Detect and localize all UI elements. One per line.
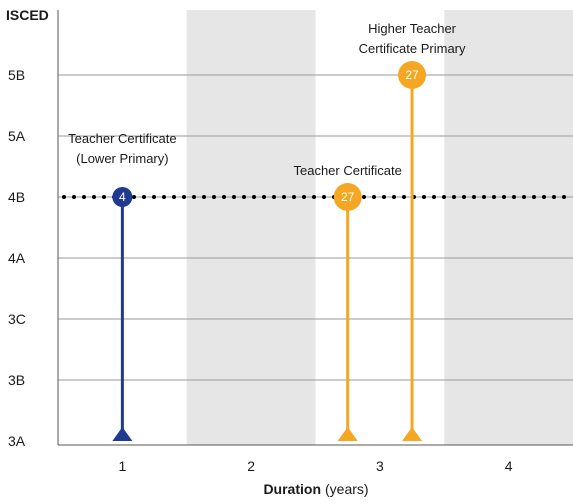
y-tick-label-3A: 3A	[8, 433, 26, 449]
shaded-band-2	[444, 10, 573, 445]
data-label-3: 27	[405, 68, 419, 82]
x-tick-label-4: 4	[505, 458, 513, 474]
gridlines	[58, 74, 573, 381]
annotation-2-line-1: Teacher Certificate	[293, 163, 401, 178]
annotation-1-line-1: Teacher Certificate	[68, 131, 176, 146]
annotation-1-line-2: (Lower Primary)	[76, 151, 168, 166]
x-tick-label-2: 2	[247, 458, 255, 474]
series-layer: 4 Teacher Certificate (Lower Primary) 27 Tea…	[68, 21, 466, 441]
x-tick-label-3: 3	[376, 458, 384, 474]
data-label-1: 4	[119, 190, 126, 204]
annotation-3-line-2: Certificate Primary	[359, 41, 466, 56]
x-axis-title-unit: (years)	[325, 481, 369, 497]
y-tick-label-5A: 5A	[8, 128, 26, 144]
marker-2	[333, 183, 362, 211]
y-tick-label-3B: 3B	[8, 372, 25, 388]
y-axis-title: ISCED	[6, 7, 49, 23]
y-tick-label-3C: 3C	[8, 311, 26, 327]
axes	[57, 10, 573, 446]
data-label-2: 27	[341, 190, 355, 204]
y-tick-label-4B: 4B	[8, 189, 25, 205]
series-3: 27 Higher Teacher Certificate Primary	[359, 21, 466, 441]
y-tick-label-4A: 4A	[8, 250, 26, 266]
base-marker-3	[402, 427, 423, 441]
x-axis-title-main: Duration	[263, 481, 321, 497]
annotation-3-line-1: Higher Teacher	[368, 21, 457, 36]
marker-1	[112, 187, 133, 207]
base-marker-1	[112, 427, 133, 441]
series-2: 27 Teacher Certificate	[293, 163, 402, 441]
shaded-band-1	[186, 10, 316, 445]
tick-labels: 3A 3B 3C 4A 4B 5A 5B 1 2 3 4	[8, 67, 513, 474]
shaded-bands	[186, 10, 573, 445]
x-axis-title: Duration (years)	[263, 481, 368, 497]
marker-3	[398, 61, 427, 89]
base-marker-2	[337, 427, 358, 441]
series-1: 4 Teacher Certificate (Lower Primary)	[68, 131, 177, 441]
y-tick-label-5B: 5B	[8, 67, 25, 83]
x-tick-label-1: 1	[118, 458, 126, 474]
